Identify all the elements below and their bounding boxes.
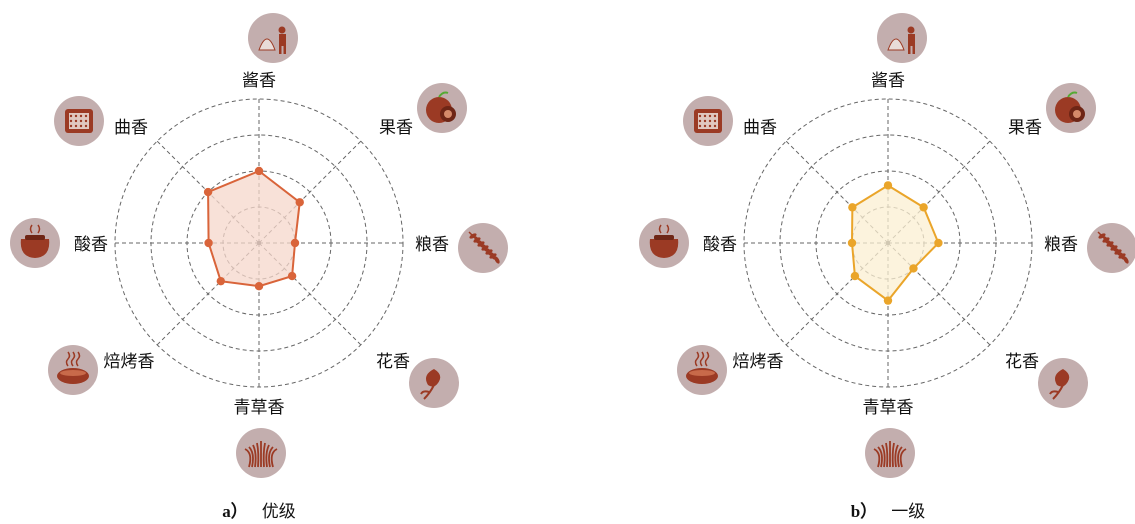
series-area	[850, 184, 940, 302]
caption-letter: b）	[851, 501, 877, 521]
icon-disc	[877, 13, 927, 63]
data-point-6	[216, 276, 226, 286]
flower-icon	[1038, 358, 1088, 408]
data-point-4	[909, 264, 918, 273]
data-point-4	[287, 271, 297, 281]
qu-block-icon	[54, 96, 104, 146]
axis-label: 花香	[376, 352, 410, 372]
chart-caption: a） 优级	[222, 501, 296, 522]
baked-bread-icon	[48, 345, 98, 395]
axis-label: 酱香	[871, 71, 905, 91]
data-point-5	[254, 282, 264, 291]
grass-icon	[236, 428, 286, 478]
axis-label: 焙烤香	[733, 352, 784, 372]
chart-caption: b） 一级	[851, 501, 925, 522]
sour-pot-icon	[639, 218, 689, 268]
baked-bread-icon	[677, 345, 727, 395]
icon-disc	[248, 13, 298, 63]
axis-label: 果香	[379, 118, 413, 138]
fruit-icon	[417, 83, 467, 133]
flower-icon	[409, 358, 459, 408]
axis-label: 果香	[1008, 118, 1042, 138]
caption-letter: a）	[222, 501, 248, 521]
sauce-workers-icon	[248, 13, 298, 63]
sour-pot-icon	[10, 218, 60, 268]
axis-label: 酸香	[74, 235, 108, 255]
data-point-2	[919, 203, 928, 212]
data-point-8	[848, 203, 857, 212]
data-point-7	[204, 238, 213, 248]
grain-spike-icon	[1087, 223, 1135, 273]
axis-label: 花香	[1005, 352, 1039, 372]
axis-label: 粮香	[415, 235, 449, 255]
data-point-3	[290, 238, 300, 248]
data-point-7	[847, 238, 857, 248]
data-point-1	[883, 181, 893, 190]
caption-text: 一级	[891, 502, 925, 522]
sauce-workers-icon	[877, 13, 927, 63]
axis-label: 青草香	[234, 398, 285, 418]
axis-label: 曲香	[114, 118, 148, 138]
axis-label: 青草香	[863, 398, 914, 418]
data-point-6	[850, 271, 860, 281]
axis-label: 曲香	[743, 118, 777, 138]
qu-block-icon	[683, 96, 733, 146]
data-point-2	[295, 198, 304, 207]
fruit-icon	[1046, 83, 1096, 133]
grass-icon	[865, 428, 915, 478]
data-point-8	[203, 187, 213, 197]
data-point-1	[254, 166, 264, 176]
caption-text: 优级	[262, 502, 296, 522]
axis-label: 酱香	[242, 71, 276, 91]
data-point-3	[934, 238, 943, 248]
axis-label: 粮香	[1044, 235, 1078, 255]
data-point-5	[883, 296, 893, 305]
axis-label: 焙烤香	[104, 352, 155, 372]
axis-label: 酸香	[703, 235, 737, 255]
grain-spike-icon	[458, 223, 508, 273]
series-area	[207, 169, 301, 288]
